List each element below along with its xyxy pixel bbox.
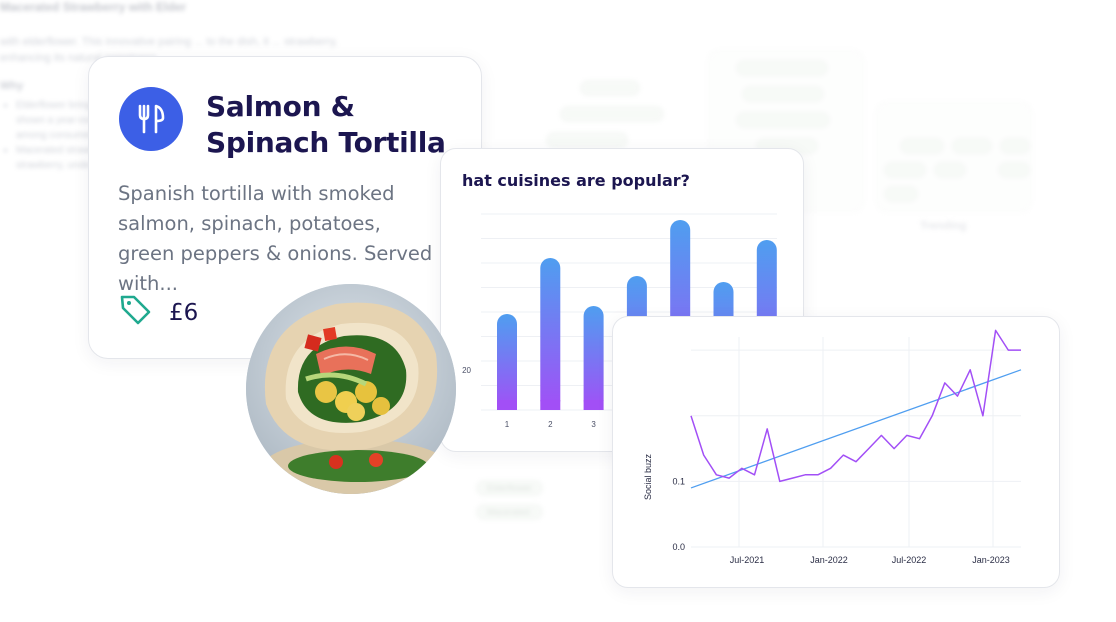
bg-tag-macerated: Macerated <box>476 504 544 520</box>
bg-trending-caption: Trending <box>920 220 967 232</box>
x-tick-label: Jan-2022 <box>810 555 848 565</box>
bg-tag <box>884 162 926 178</box>
bar-chart-title: hat cuisines are popular? <box>462 171 690 190</box>
y-axis-label: Social buzz <box>643 453 653 500</box>
bar-base <box>583 400 604 410</box>
bg-tag-cloud-3 <box>884 138 1034 202</box>
food-photo <box>246 284 456 494</box>
price-tag-icon <box>119 293 153 332</box>
x-tick-label: 2 <box>548 420 553 429</box>
bg-tag-elderflower: Elderflower <box>476 480 544 496</box>
y-tick-label: 20 <box>462 366 471 375</box>
bg-tag-column: Elderflower Macerated <box>476 480 544 520</box>
bg-tag <box>736 112 830 128</box>
bg-article-title: Macerated Strawberry with Elder <box>0 0 187 14</box>
bar <box>583 306 604 410</box>
bg-panel-right <box>876 102 1032 212</box>
bg-tag <box>1000 138 1030 154</box>
bar <box>497 314 517 410</box>
x-tick-label: Jul-2022 <box>892 555 927 565</box>
y-tick-label: 0.1 <box>672 476 685 486</box>
bg-tag <box>742 86 824 102</box>
price-row: £6 <box>119 293 198 332</box>
bar-base <box>497 400 517 410</box>
bar <box>540 258 561 410</box>
fork-knife-icon <box>119 87 183 151</box>
y-tick-label: 0.0 <box>672 542 685 552</box>
price: £6 <box>169 299 199 326</box>
bg-tag-cloud-2 <box>736 60 830 154</box>
bg-why-heading: Why <box>0 80 24 92</box>
bg-tag <box>736 60 828 76</box>
series-line <box>690 329 1021 483</box>
x-tick-label: Jan-2023 <box>972 555 1010 565</box>
bg-tag <box>560 106 664 122</box>
line-chart-card: 0.0 0.1 Jul-2021 Jan-2022 Jul-2022 Jan-2023 So… <box>612 316 1060 588</box>
line-chart: 0.0 0.1 Jul-2021 Jan-2022 Jul-2022 Jan-2023 So… <box>643 329 1022 565</box>
recipe-title: Salmon & Spinach Tortilla <box>206 90 446 159</box>
x-tick-label: Jul-2021 <box>730 555 765 565</box>
bg-tag <box>952 138 992 154</box>
x-tick-label: 3 <box>591 420 596 429</box>
bg-tag <box>884 186 918 202</box>
bar-base <box>540 400 561 410</box>
bg-tag <box>580 80 640 96</box>
x-tick-label: 1 <box>505 420 510 429</box>
bg-tag <box>998 162 1030 178</box>
bg-tag <box>546 132 628 148</box>
bg-tag <box>900 138 944 154</box>
trend-line <box>690 369 1022 489</box>
bg-tag <box>934 162 966 178</box>
recipe-description: Spanish tortilla with smoked salmon, spi… <box>118 182 433 295</box>
